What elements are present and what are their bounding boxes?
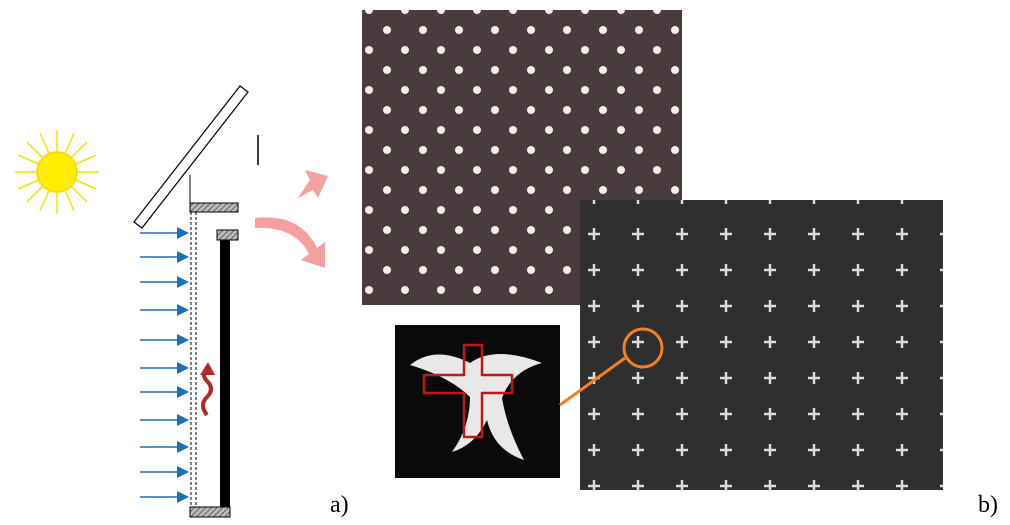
wall-diagram	[134, 86, 258, 517]
panel-label: a)	[330, 492, 349, 518]
photo-crosses	[580, 200, 943, 490]
figure: a) b)	[0, 0, 1010, 525]
panel-label: b)	[978, 492, 998, 518]
flow-arrows	[255, 170, 328, 268]
inset	[395, 325, 560, 478]
sun	[15, 130, 99, 214]
